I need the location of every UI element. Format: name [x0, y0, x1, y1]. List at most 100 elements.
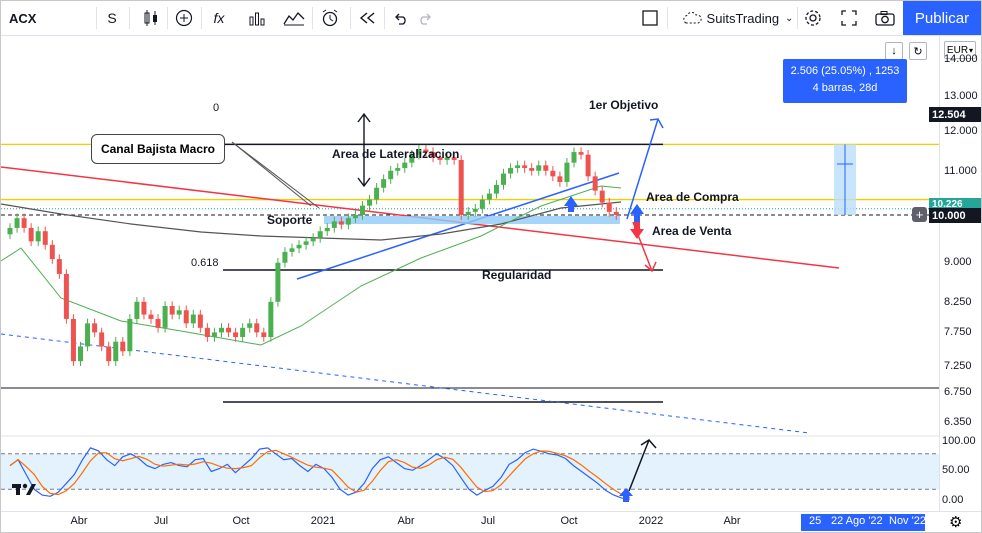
candles-icon[interactable] — [139, 1, 163, 35]
callout-pointer-2 — [231, 141, 320, 209]
indicators-button[interactable]: fx — [213, 10, 225, 26]
time-tick-label: Oct — [560, 515, 578, 527]
candle-body — [35, 231, 41, 242]
candle-body — [493, 184, 499, 194]
fullscreen-icon[interactable] — [837, 1, 861, 35]
interval-button[interactable]: S — [107, 10, 117, 26]
candle-body — [56, 259, 62, 274]
candle-body — [21, 218, 27, 228]
candle-body — [92, 323, 98, 333]
symbol-search-button[interactable]: ACX — [9, 10, 37, 26]
candle-body — [162, 306, 168, 328]
redo-icon[interactable] — [415, 1, 437, 35]
candle-body — [226, 327, 232, 333]
toolbar-divider — [96, 7, 97, 29]
callout-pointer — [231, 141, 312, 207]
candle-body — [261, 332, 267, 338]
candle-body — [49, 244, 55, 260]
toolbar-divider — [167, 7, 168, 29]
regularity-label: Regularidad — [482, 268, 552, 282]
toolbar-divider — [350, 7, 351, 29]
undo-icon[interactable] — [389, 1, 411, 35]
sell-arrow-head — [644, 261, 657, 273]
toolbar-divider — [667, 7, 668, 29]
time-tick-label: Jul — [480, 515, 496, 527]
time-tick-label: Jul — [153, 515, 169, 527]
toolbar-divider — [201, 7, 202, 29]
settings-gear-icon[interactable] — [801, 1, 825, 35]
candle-body — [367, 199, 373, 206]
price-chart[interactable] — [1, 36, 939, 511]
candle-body — [331, 221, 337, 228]
measure-bars: 4 barras, 28d — [812, 82, 878, 94]
candle-body — [247, 323, 253, 328]
crosshair-time-end: Nov '22 — [889, 515, 926, 527]
channel-callout[interactable]: Canal Bajista Macro — [91, 134, 225, 164]
top-toolbar: ACX S fx — [1, 1, 981, 36]
candle-body — [550, 170, 556, 177]
price-tick-label: 7.750 — [944, 326, 972, 338]
candle-body — [606, 202, 612, 212]
candle-body — [486, 193, 492, 200]
tradingview-logo[interactable] — [11, 481, 39, 502]
candle-body — [303, 241, 309, 245]
chevron-down-icon: ⌄ — [785, 12, 794, 24]
account-menu[interactable]: SuitsTrading ⌄ — [677, 1, 797, 35]
currency-selector[interactable]: EUR ▾ — [944, 41, 976, 59]
target-arrow-head — [649, 118, 664, 129]
candle-body — [197, 314, 203, 328]
candle-body — [190, 314, 196, 324]
compare-plus-icon[interactable] — [173, 1, 195, 35]
candle-body — [416, 149, 422, 155]
candle-body — [134, 301, 140, 319]
candle-body — [219, 327, 224, 333]
candle-body — [571, 152, 577, 163]
oscillator-buy-arrow — [619, 488, 633, 502]
candle-body — [148, 314, 154, 319]
candle-body — [317, 231, 323, 238]
candle-body — [127, 318, 133, 352]
publish-button[interactable]: Publicar — [903, 1, 981, 35]
templates-icon[interactable] — [281, 1, 307, 35]
candle-body — [599, 190, 605, 203]
lateral-range-arrow — [357, 112, 371, 188]
price-tick-label: 13.000 — [944, 90, 978, 102]
price-tick-label: 14.000 — [944, 53, 978, 65]
sell-signal-arrow — [630, 222, 644, 239]
support-zone — [324, 216, 620, 224]
bar-chart-icon[interactable] — [245, 1, 269, 35]
camera-icon[interactable] — [873, 1, 897, 35]
candle-body — [501, 173, 506, 185]
candle-body — [423, 149, 429, 153]
candle-body — [592, 176, 598, 191]
replay-icon[interactable] — [355, 1, 379, 35]
reset-scale-icon[interactable]: ↻ — [909, 42, 927, 60]
time-range-highlight — [801, 514, 925, 531]
candle-body — [585, 154, 591, 177]
oscillator-band — [1, 453, 939, 490]
alert-clock-icon[interactable] — [317, 1, 343, 35]
candle-body — [310, 237, 316, 242]
layout-square-icon[interactable] — [638, 1, 662, 35]
candle-body — [324, 227, 330, 232]
candle-body — [176, 310, 182, 315]
candle-body — [402, 162, 408, 169]
candle-body — [42, 231, 48, 245]
candle-body — [233, 332, 239, 338]
scroll-down-icon[interactable]: ↓ — [885, 42, 903, 60]
candle-body — [268, 301, 274, 338]
candle-body — [85, 323, 91, 347]
support-label: Soporte — [267, 213, 313, 227]
chevron-down-icon: ▾ — [969, 45, 974, 55]
sell-area-label: Area de Venta — [652, 224, 732, 238]
candle-body — [360, 205, 365, 215]
add-alert-plus-icon[interactable]: + — [912, 207, 927, 222]
candle-body — [444, 157, 450, 160]
candle-body — [465, 211, 471, 215]
candle-body — [99, 332, 105, 347]
candle-body — [289, 248, 295, 252]
crosshair-time-mid: 22 Ago '22 — [831, 515, 883, 527]
time-axis[interactable]: Abr Jul Oct 2021 Abr Jul Oct 2022 Abr 25 22 Ago … — [1, 511, 981, 532]
settings-gear-icon[interactable]: ⚙ — [949, 514, 963, 531]
price-tick-label: 6.350 — [944, 416, 972, 428]
